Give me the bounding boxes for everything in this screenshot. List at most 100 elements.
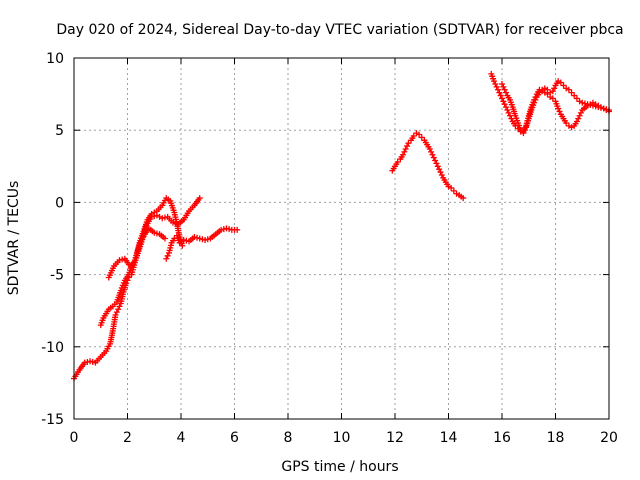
- data-point-interp: [164, 252, 171, 259]
- data-point: [426, 145, 433, 152]
- data-point-interp: [503, 104, 510, 111]
- chart-title: Day 020 of 2024, Sidereal Day-to-day VTE…: [56, 22, 623, 38]
- data-point: [218, 226, 225, 233]
- data-point-interp: [436, 166, 443, 173]
- data-point: [501, 101, 508, 108]
- data-point: [536, 89, 543, 96]
- data-point-interp: [500, 83, 507, 90]
- data-point: [568, 89, 575, 96]
- y-tick-label: -15: [41, 412, 64, 428]
- data-point: [402, 145, 409, 152]
- data-point: [448, 184, 455, 191]
- data-point-interp: [587, 101, 594, 108]
- data-point: [191, 234, 198, 241]
- data-point-interp: [194, 234, 201, 241]
- data-point: [584, 101, 591, 108]
- data-point-interp: [494, 86, 501, 93]
- data-point: [531, 99, 538, 106]
- data-point-interp: [532, 96, 539, 103]
- data-point-interp: [89, 358, 96, 365]
- data-point-interp: [575, 115, 582, 122]
- data-point-interp: [428, 148, 435, 155]
- y-tick-label: -10: [41, 340, 64, 356]
- data-point: [418, 134, 425, 141]
- data-point-interp: [597, 104, 604, 111]
- data-point: [81, 359, 88, 366]
- data-point: [159, 215, 166, 222]
- data-point: [520, 130, 527, 137]
- x-tick-label: 16: [493, 430, 511, 446]
- x-axis-label: GPS time / hours: [281, 459, 398, 475]
- data-point-interp: [119, 256, 126, 263]
- data-point-interp: [433, 160, 440, 167]
- data-point-interp: [438, 171, 445, 178]
- data-point-interp: [116, 303, 123, 310]
- data-point-interp: [161, 214, 168, 221]
- x-tick-label: 0: [70, 430, 79, 446]
- data-point-interp: [592, 103, 599, 110]
- x-tick-label: 4: [177, 430, 186, 446]
- data-point-interp: [581, 100, 588, 107]
- data-point-interp: [153, 230, 160, 237]
- data-point-interp: [220, 226, 227, 233]
- x-tick-label: 8: [284, 430, 293, 446]
- data-point-interp: [603, 106, 610, 113]
- data-point: [432, 157, 439, 164]
- data-point-interp: [521, 127, 528, 134]
- data-point: [450, 187, 457, 194]
- data-point-interp: [430, 154, 437, 161]
- data-point-interp: [500, 98, 507, 105]
- x-tick-label: 20: [600, 430, 618, 446]
- data-point-interp: [84, 358, 91, 365]
- data-point: [196, 195, 203, 202]
- data-point: [196, 235, 203, 242]
- data-point: [563, 119, 570, 126]
- data-point: [549, 95, 556, 102]
- data-point: [169, 219, 176, 226]
- y-tick-label: -5: [50, 268, 64, 284]
- data-point: [496, 89, 503, 96]
- data-point: [499, 80, 505, 87]
- data-point: [565, 86, 572, 93]
- data-point-interp: [172, 220, 179, 227]
- data-point: [394, 158, 401, 165]
- data-point: [112, 312, 119, 319]
- plot-frame: [73, 57, 610, 420]
- data-point: [161, 235, 168, 242]
- data-point: [223, 225, 230, 232]
- data-point-interp: [401, 148, 408, 155]
- data-point: [87, 358, 94, 365]
- y-axis-label: SDTVAR / TECUs: [6, 181, 22, 296]
- data-point: [504, 106, 511, 113]
- data-point: [180, 236, 187, 243]
- y-tick-label: 0: [55, 195, 64, 211]
- data-point: [589, 102, 596, 109]
- x-tick-label: 14: [440, 430, 458, 446]
- data-point: [576, 112, 583, 119]
- data-point-interp: [183, 237, 190, 244]
- data-point: [595, 104, 602, 111]
- x-tick-label: 2: [123, 430, 132, 446]
- data-point: [434, 163, 441, 170]
- data-point: [429, 151, 436, 158]
- data-point: [116, 257, 123, 264]
- data-point: [405, 140, 412, 147]
- data-point-interp: [151, 213, 158, 220]
- data-point: [410, 132, 417, 139]
- data-point: [573, 95, 580, 102]
- data-point: [579, 99, 586, 106]
- data-point: [115, 306, 122, 313]
- data-point-interp: [204, 236, 211, 243]
- data-point: [507, 112, 514, 119]
- data-point-interp: [113, 309, 120, 316]
- data-point: [202, 236, 209, 243]
- data-point: [544, 86, 551, 93]
- data-point: [416, 131, 423, 138]
- data-point-interp: [199, 236, 206, 243]
- data-point-interp: [226, 226, 233, 233]
- data-point: [573, 118, 580, 125]
- x-tick-label: 12: [386, 430, 404, 446]
- data-point-interp: [551, 85, 558, 92]
- data-point: [437, 169, 444, 176]
